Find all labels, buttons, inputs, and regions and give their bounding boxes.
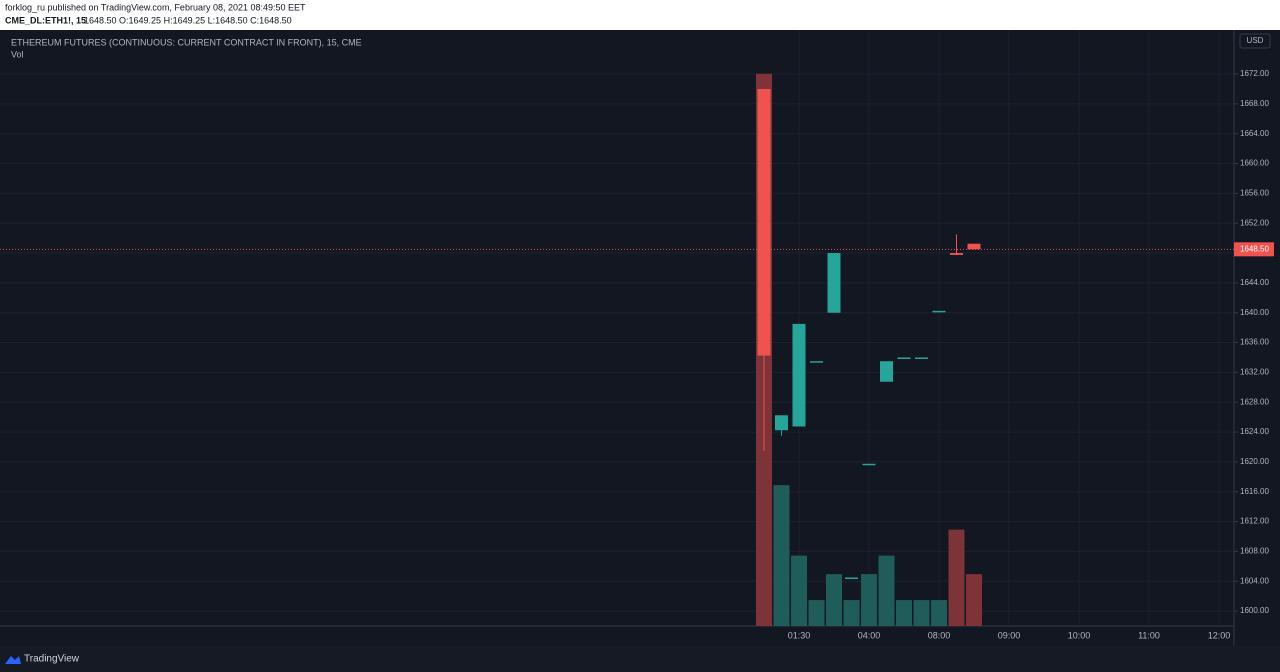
y-tick-label: 1644.00 [1240, 278, 1269, 287]
x-tick-label: 04:00 [858, 630, 881, 640]
candle-body [810, 361, 823, 363]
volume-bar [791, 555, 807, 626]
volume-bar [861, 574, 877, 626]
y-tick-label: 1616.00 [1240, 487, 1269, 496]
volume-label: Vol [11, 49, 24, 59]
ohlc: 1648.50 O:1649.25 H:1649.25 L:1648.50 C:… [84, 15, 292, 25]
candle-body [880, 361, 893, 382]
volume-bar [826, 574, 842, 626]
author-line: forklog_ru published on TradingView.com,… [5, 2, 306, 12]
y-tick-label: 1600.00 [1240, 606, 1269, 615]
volume-bar [931, 600, 947, 626]
x-tick-label: 01:30 [788, 630, 811, 640]
x-tick-label: 08:00 [928, 630, 951, 640]
y-tick-label: 1656.00 [1240, 188, 1269, 197]
volume-bar [808, 600, 825, 626]
x-tick-label: 10:00 [1068, 630, 1091, 640]
last-price-label: 1648.50 [1240, 244, 1269, 253]
candle-body [915, 357, 928, 359]
y-tick-label: 1604.00 [1240, 576, 1269, 585]
y-tick-label: 1628.00 [1240, 397, 1269, 406]
y-tick-label: 1652.00 [1240, 218, 1269, 227]
footer-brand: TradingView [24, 654, 80, 665]
candle-body [827, 253, 841, 313]
candle-body [862, 463, 876, 466]
header-bg [0, 0, 1280, 30]
y-tick-label: 1664.00 [1240, 129, 1269, 138]
y-tick-label: 1624.00 [1240, 427, 1269, 436]
candle-body [932, 310, 946, 313]
y-tick-label: 1620.00 [1240, 457, 1269, 466]
candle-body [845, 577, 858, 580]
volume-bar [966, 574, 982, 626]
y-tick-label: 1668.00 [1240, 99, 1269, 108]
volume-bar [878, 555, 895, 626]
y-tick-label: 1660.00 [1240, 159, 1269, 168]
chart-bg [0, 30, 1280, 672]
volume-bar [896, 600, 912, 626]
footer-logo [5, 656, 21, 664]
y-tick-label: 1636.00 [1240, 338, 1269, 347]
last-price-box [1234, 242, 1274, 257]
y-tick-label: 1632.00 [1240, 367, 1269, 376]
currency: USD [1247, 36, 1264, 45]
y-tick-label: 1608.00 [1240, 547, 1269, 556]
x-tick-label: 12:00 [1208, 630, 1231, 640]
footer-bg [0, 645, 1280, 672]
candle-body [897, 357, 911, 359]
volume-bar [948, 529, 965, 626]
y-tick-label: 1672.00 [1240, 69, 1269, 78]
y-tick-label: 1612.00 [1240, 517, 1269, 526]
candle-body [967, 243, 981, 250]
candle-body [792, 323, 806, 427]
volume-bar [773, 485, 790, 626]
candle-body [757, 88, 771, 356]
volume-bar [843, 600, 860, 626]
chart-title: ETHEREUM FUTURES (CONTINUOUS: CURRENT CO… [11, 37, 362, 47]
volume-bar [913, 600, 930, 626]
currency-box [1239, 33, 1271, 49]
symbol: CME_DL:ETH1!, 15 [5, 15, 86, 25]
x-tick-label: 09:00 [998, 630, 1021, 640]
x-tick-label: 11:00 [1138, 630, 1160, 640]
candle-body [775, 415, 788, 431]
y-tick-label: 1640.00 [1240, 308, 1269, 317]
candle-body [950, 253, 963, 255]
